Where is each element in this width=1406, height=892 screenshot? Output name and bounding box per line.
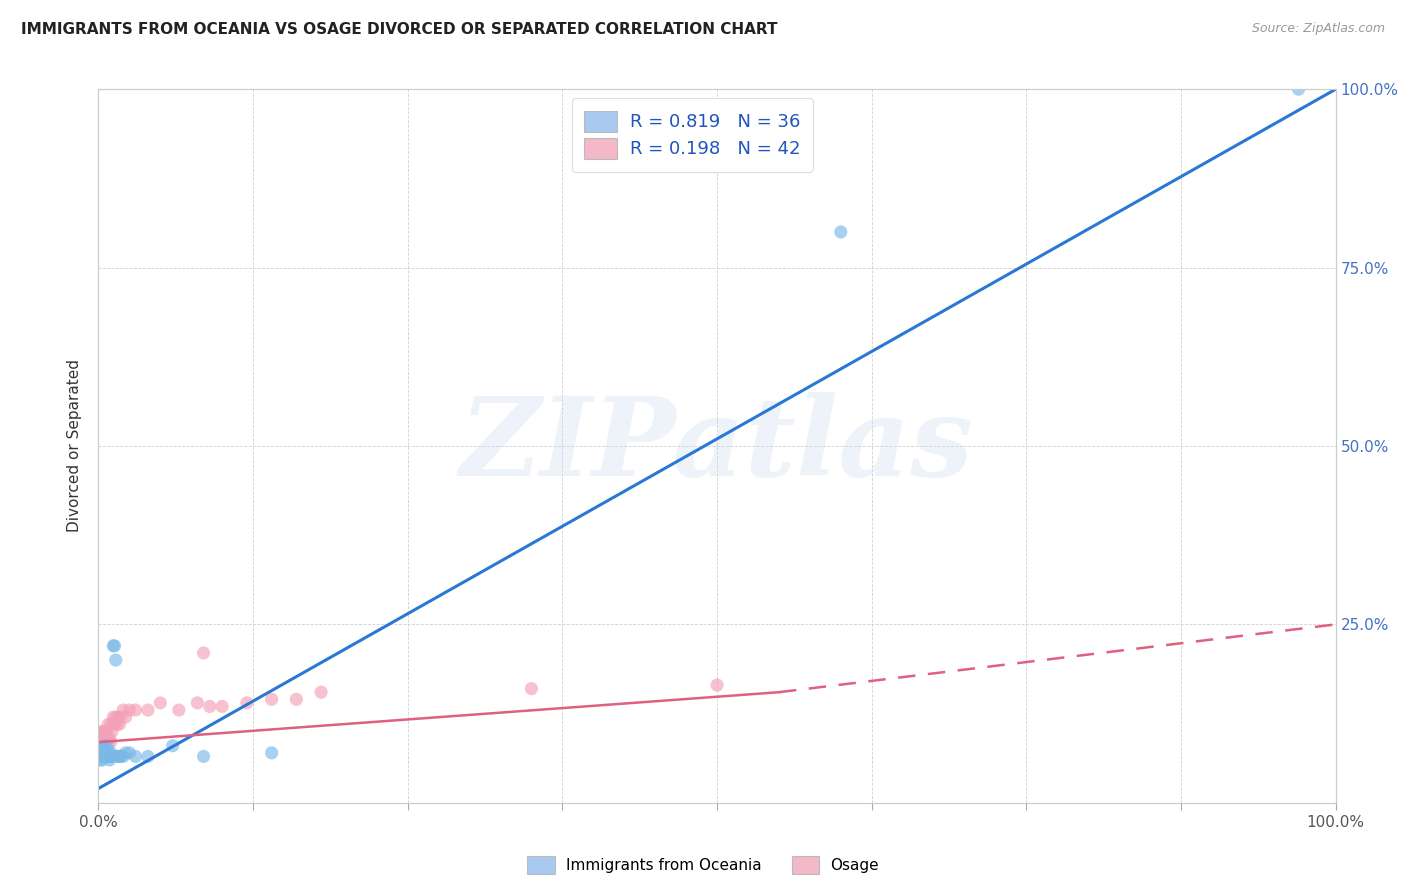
Point xyxy=(124,749,146,764)
Point xyxy=(309,685,332,699)
Point xyxy=(285,692,308,706)
Point xyxy=(91,731,114,746)
Point xyxy=(89,753,111,767)
Point xyxy=(198,699,221,714)
Point xyxy=(100,717,122,731)
Point xyxy=(110,710,132,724)
Point xyxy=(91,746,114,760)
Point xyxy=(520,681,543,696)
Point xyxy=(91,724,114,739)
Point xyxy=(118,703,141,717)
Point xyxy=(104,710,127,724)
Point xyxy=(94,735,117,749)
Legend: R = 0.819   N = 36, R = 0.198   N = 42: R = 0.819 N = 36, R = 0.198 N = 42 xyxy=(572,98,813,171)
Point xyxy=(96,724,118,739)
Point xyxy=(136,749,159,764)
Point xyxy=(706,678,728,692)
Point xyxy=(94,724,117,739)
Point xyxy=(93,739,115,753)
Point xyxy=(93,746,115,760)
Point xyxy=(101,749,124,764)
Point xyxy=(112,749,135,764)
Point xyxy=(149,696,172,710)
Point xyxy=(93,724,115,739)
Text: Source: ZipAtlas.com: Source: ZipAtlas.com xyxy=(1251,22,1385,36)
Point xyxy=(186,696,208,710)
Point xyxy=(97,717,120,731)
Point xyxy=(98,731,121,746)
Point xyxy=(98,749,121,764)
Point xyxy=(114,710,136,724)
Point xyxy=(93,731,115,746)
Point xyxy=(100,749,122,764)
Point xyxy=(108,749,131,764)
Point xyxy=(211,699,233,714)
Point xyxy=(96,749,118,764)
Point xyxy=(90,735,112,749)
Point xyxy=(100,746,122,760)
Point xyxy=(260,692,283,706)
Point xyxy=(103,639,125,653)
Point xyxy=(96,739,118,753)
Text: IMMIGRANTS FROM OCEANIA VS OSAGE DIVORCED OR SEPARATED CORRELATION CHART: IMMIGRANTS FROM OCEANIA VS OSAGE DIVORCE… xyxy=(21,22,778,37)
Point xyxy=(112,703,135,717)
Point xyxy=(107,710,129,724)
Point xyxy=(91,753,114,767)
Point xyxy=(105,717,128,731)
Point xyxy=(118,746,141,760)
Point xyxy=(90,749,112,764)
Point xyxy=(94,749,117,764)
Point xyxy=(89,731,111,746)
Point xyxy=(90,728,112,742)
Point xyxy=(136,703,159,717)
Point xyxy=(97,749,120,764)
Legend: Immigrants from Oceania, Osage: Immigrants from Oceania, Osage xyxy=(522,850,884,880)
Point xyxy=(98,753,121,767)
Y-axis label: Divorced or Separated: Divorced or Separated xyxy=(67,359,83,533)
Point xyxy=(107,749,129,764)
Point xyxy=(93,724,115,739)
Point xyxy=(162,739,184,753)
Point xyxy=(193,749,215,764)
Point xyxy=(101,724,124,739)
Point xyxy=(103,639,125,653)
Point xyxy=(93,749,115,764)
Point xyxy=(103,710,125,724)
Point xyxy=(96,731,118,746)
Point xyxy=(105,749,128,764)
Point xyxy=(114,746,136,760)
Point xyxy=(94,746,117,760)
Point xyxy=(193,646,215,660)
Point xyxy=(110,749,132,764)
Point xyxy=(104,653,127,667)
Point xyxy=(103,717,125,731)
Point xyxy=(93,735,115,749)
Point xyxy=(97,746,120,760)
Point xyxy=(830,225,852,239)
Point xyxy=(108,717,131,731)
Point xyxy=(1288,82,1310,96)
Point xyxy=(236,696,259,710)
Point xyxy=(260,746,283,760)
Text: ZIPatlas: ZIPatlas xyxy=(460,392,974,500)
Point xyxy=(100,735,122,749)
Point xyxy=(124,703,146,717)
Point xyxy=(93,742,115,756)
Point xyxy=(167,703,190,717)
